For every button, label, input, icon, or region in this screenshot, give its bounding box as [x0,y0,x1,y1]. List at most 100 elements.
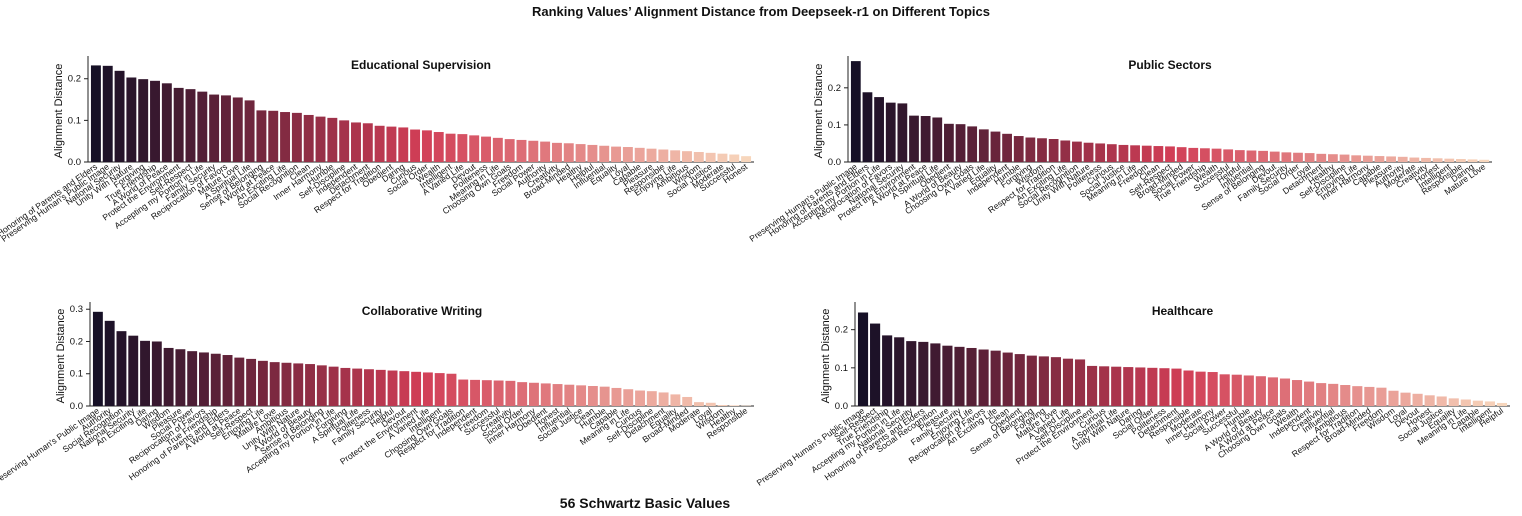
bar [862,92,873,162]
bar [434,373,445,406]
bar [504,139,515,162]
bar [1267,377,1278,406]
bar [209,94,220,162]
bar [352,368,363,406]
bar [1456,159,1466,162]
bar [364,369,374,406]
bar [874,97,884,162]
bar [340,367,351,406]
y-tick-label: 0.2 [835,325,848,336]
bar [1231,374,1242,406]
bar [930,343,941,406]
bar [670,150,681,162]
bar [199,352,209,406]
bar [1223,149,1234,162]
bar [316,365,327,406]
bar [870,323,881,406]
bar [234,357,245,406]
bar [128,335,139,406]
bar [1340,385,1351,406]
bar [1316,383,1327,406]
bar [611,387,622,406]
bar [1123,367,1134,406]
bar [1200,148,1210,162]
bar [1388,390,1399,406]
bar [529,382,539,406]
bar [246,358,257,406]
bar [257,360,268,406]
bar [1291,380,1303,406]
bar [116,331,127,406]
bar [386,126,397,162]
bar [1400,392,1411,406]
bar [1111,366,1122,406]
bar [658,392,669,406]
bar [682,396,693,406]
bar [197,91,208,162]
bar [222,355,233,406]
bar [528,140,539,162]
bar [1135,367,1146,406]
bar [1183,370,1194,406]
bar [894,337,905,406]
bar [1048,139,1059,162]
y-tick-label: 0.0 [68,157,81,168]
y-tick-label: 0.1 [68,115,81,126]
bar [540,383,551,406]
bar [623,389,634,406]
chart-title: Public Sectors [1128,58,1212,72]
bar [1409,157,1420,162]
bar [990,350,1001,406]
bar [411,371,422,406]
bar [375,369,386,406]
bar [1412,393,1423,406]
y-axis-label: Alignment Distance [820,309,832,404]
y-tick-label: 0.2 [70,336,83,347]
bar [327,117,338,162]
bar [635,390,645,406]
bar [280,112,291,162]
bar [1165,146,1175,162]
bar [422,372,433,406]
bar [1484,401,1495,406]
bar [1087,365,1098,406]
chart-panel: Educational Supervision Alignment Distanc… [0,56,754,244]
bar [362,123,373,162]
bar [446,373,457,406]
bar [150,80,160,162]
bar [1014,354,1025,406]
bar [658,149,669,162]
bar [1281,152,1292,162]
bar [1376,387,1387,406]
bar [909,115,919,162]
bar [552,384,563,406]
bar [1316,153,1327,162]
y-tick-label: 0.2 [828,83,841,94]
bar [421,130,432,162]
bar [1339,154,1350,162]
bar [1013,136,1024,162]
bar [1025,137,1036,162]
bar [918,341,929,406]
bar [564,384,575,406]
bar [540,141,551,162]
y-tick-label: 0.0 [828,157,841,168]
bar [1147,367,1158,406]
bar [1118,144,1129,162]
bar [1095,143,1106,162]
bar [387,370,398,406]
bar [1279,378,1291,406]
bar [1234,150,1245,162]
bar [563,143,574,162]
bar [1421,157,1431,162]
chart-title: Healthcare [1152,304,1214,318]
bar [954,346,965,406]
bar [481,380,492,406]
bar [339,120,350,162]
bar [717,153,728,162]
bar [670,394,681,406]
bar [705,152,716,162]
